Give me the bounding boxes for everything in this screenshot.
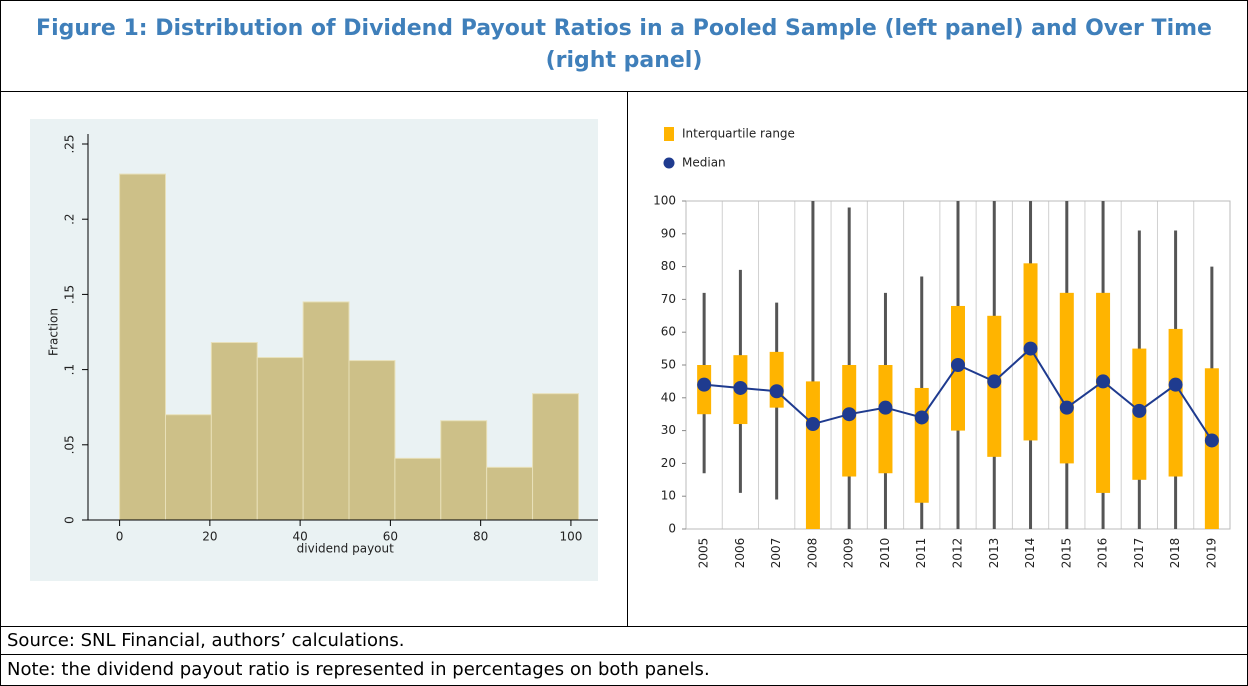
y-tick-label: 90 xyxy=(661,226,676,240)
x-tick-label: 2018 xyxy=(1168,538,1182,569)
y-tick-label: 60 xyxy=(661,325,676,339)
x-tick-label: 2014 xyxy=(1023,538,1037,569)
iqr-box xyxy=(914,387,929,503)
iqr-box xyxy=(1059,292,1074,464)
y-tick-label: .1 xyxy=(63,364,77,375)
median-point xyxy=(805,417,820,432)
x-tick-label: 0 xyxy=(116,530,124,544)
median-point xyxy=(842,407,857,422)
median-point xyxy=(1204,433,1219,448)
x-axis-label: dividend payout xyxy=(297,542,394,556)
x-tick-label: 2005 xyxy=(697,538,711,569)
legend-label: Interquartile range xyxy=(682,127,795,141)
x-tick-label: 2011 xyxy=(914,538,928,569)
iqr-box xyxy=(1168,328,1183,477)
y-tick-label: 70 xyxy=(661,292,676,306)
y-tick-label: 50 xyxy=(661,358,676,372)
y-tick-label: 30 xyxy=(661,423,676,437)
x-tick-label: 20 xyxy=(202,530,217,544)
y-tick-label: 10 xyxy=(661,489,676,503)
box-chart: 0 10 20 30 40 50 60 70 80 90 100 2005 2006 2007 2008 20… xyxy=(653,127,1231,569)
legend-swatch xyxy=(664,127,674,141)
x-tick-label: 2009 xyxy=(842,538,856,569)
median-point xyxy=(1132,403,1147,418)
median-point xyxy=(951,358,965,372)
y-tick-label: 80 xyxy=(661,259,676,273)
bar xyxy=(119,173,166,521)
y-tick-label: 0 xyxy=(63,516,77,524)
median-point xyxy=(1023,341,1038,356)
iqr-box xyxy=(878,365,893,474)
iqr-box xyxy=(805,381,820,529)
median-point xyxy=(733,380,748,395)
bar xyxy=(164,414,212,521)
y-tick-label: 40 xyxy=(661,390,676,404)
y-tick-label: .2 xyxy=(63,213,77,224)
bar xyxy=(302,301,350,521)
y-tick-label: 20 xyxy=(661,456,676,470)
figure-title: Figure 1: Distribution of Dividend Payou… xyxy=(0,0,1248,92)
median-point xyxy=(987,374,1002,389)
y-tick-label: 0 xyxy=(668,522,676,536)
note: Note: the dividend payout ratio is repre… xyxy=(0,654,1248,686)
x-tick-label: 2008 xyxy=(805,538,819,569)
median-point xyxy=(1096,374,1111,389)
histogram-chart: 0 .05 .1 .15 .2 .25 0 20 40 60 80 100 Fraction divide… xyxy=(30,119,598,581)
x-tick-label: 2007 xyxy=(769,538,783,569)
x-tick-label: 2019 xyxy=(1204,538,1218,569)
x-tick-label: 2016 xyxy=(1096,538,1110,569)
bar xyxy=(256,357,304,521)
iqr-box xyxy=(769,351,784,408)
legend-label: Median xyxy=(682,156,726,170)
x-tick-label: 2010 xyxy=(878,538,892,569)
median-point xyxy=(769,384,784,399)
median-point xyxy=(697,377,712,392)
iqr-box xyxy=(1204,368,1219,529)
x-tick-label: 2017 xyxy=(1132,538,1146,569)
y-tick-label: .05 xyxy=(63,435,77,454)
median-point xyxy=(1168,377,1183,392)
x-tick-label: 60 xyxy=(383,530,398,544)
bar xyxy=(210,342,258,521)
y-tick-label: .25 xyxy=(63,134,77,153)
x-tick-label: 2015 xyxy=(1059,538,1073,569)
x-tick-label: 2013 xyxy=(987,538,1001,569)
x-tick-label: 80 xyxy=(473,530,488,544)
x-tick-label: 40 xyxy=(292,530,307,544)
x-tick-label: 100 xyxy=(559,530,582,544)
source: Source: SNL Financial, authors’ calculat… xyxy=(0,626,1248,655)
x-tick-label: 2012 xyxy=(951,538,965,569)
legend-swatch xyxy=(663,157,675,169)
y-tick-label: 100 xyxy=(653,194,676,208)
bar xyxy=(440,420,488,521)
bar xyxy=(532,393,579,521)
bar xyxy=(486,466,534,521)
median-point xyxy=(878,400,893,415)
median-point xyxy=(1059,400,1074,415)
x-tick-label: 2006 xyxy=(733,538,747,569)
y-tick-label: .15 xyxy=(63,285,77,304)
iqr-box xyxy=(1096,292,1111,493)
bar xyxy=(394,457,442,521)
y-axis-label: Fraction xyxy=(47,308,61,356)
median-point xyxy=(914,410,929,425)
bar xyxy=(348,360,396,521)
